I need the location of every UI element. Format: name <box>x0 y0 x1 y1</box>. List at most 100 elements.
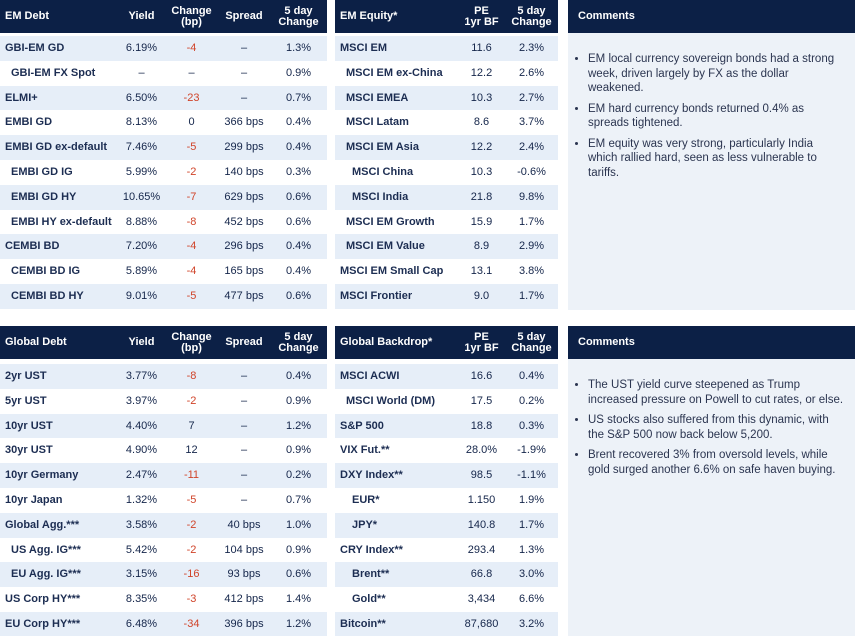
header-text: Change <box>511 341 552 354</box>
cell: -2 <box>186 166 197 178</box>
table-row: US Agg. IG*** 5.42% -2 104 bps 0.9% <box>0 538 327 563</box>
row-label: GBI-EM FX Spot <box>11 66 96 79</box>
header-text: Yield <box>128 336 155 348</box>
cell: 0.6% <box>285 190 312 203</box>
data-table: Global Debt Yield Change (bp) Spread 5 day Cha… <box>0 326 327 636</box>
header-text: EM Debt <box>5 10 49 22</box>
table-row: MSCI China 10.3 -0.6% <box>335 160 558 185</box>
cell: 6.6% <box>518 593 545 606</box>
cell: 0.9% <box>285 543 312 556</box>
row-label: EUR* <box>352 494 380 506</box>
table-row: MSCI World (DM) 17.5 0.2% <box>335 389 558 414</box>
table-row: S&P 500 18.8 0.3% <box>335 413 558 439</box>
cell: 12.2 <box>470 66 493 79</box>
table-row: EMBI GD ex-default 7.46% -5 299 bps 0.4% <box>0 135 327 160</box>
header-cell: PE 1yr BF <box>458 326 505 359</box>
cell: 0.3% <box>518 419 545 432</box>
cell: 12.2 <box>470 141 493 154</box>
header-text: Change <box>278 15 319 28</box>
row-label: VIX Fut.** <box>340 444 390 457</box>
header-text: Change <box>171 330 212 343</box>
cell: 0.2% <box>518 394 545 407</box>
cell: – <box>138 66 145 79</box>
bullet: Brent recovered 3% from oversold levels,… <box>588 448 845 477</box>
cell: 11.6 <box>471 42 492 54</box>
row-label: MSCI EM <box>340 42 388 54</box>
header-text: Yield <box>128 10 155 22</box>
data-table: EM Equity* PE 1yr BF 5 day Change MSCI EM 11.6… <box>335 0 558 312</box>
table-row: MSCI EM Value 8.9 2.9% <box>335 234 558 260</box>
header-text: Spread <box>225 10 263 22</box>
cell: 3,434 <box>467 593 496 606</box>
cell: 140.8 <box>467 518 496 531</box>
row-label: Bitcoin** <box>340 618 386 630</box>
cell: -23 <box>183 91 200 104</box>
cell: 8.13% <box>125 116 158 129</box>
cell: 10.65% <box>122 190 161 203</box>
cell: 0.4% <box>285 240 312 253</box>
comments-header: Comments <box>568 0 855 33</box>
row-label: US Agg. IG*** <box>11 543 81 556</box>
header-text: 5 day <box>284 330 313 343</box>
cell: – <box>240 42 248 54</box>
cell: -2 <box>186 543 197 556</box>
table-row: DXY Index** 98.5 -1.1% <box>335 463 558 488</box>
data-table: EM Debt Yield Change (bp) Spread 5 day Change G… <box>0 0 327 312</box>
table-row: CRY Index** 293.4 1.3% <box>335 538 558 563</box>
cell: 366 bps <box>224 116 264 129</box>
table-header: Global Backdrop* PE 1yr BF 5 day Change <box>335 326 558 359</box>
cell: 1.2% <box>285 419 312 432</box>
row-label: MSCI EMEA <box>346 91 409 104</box>
row-label: 10yr Germany <box>5 469 79 482</box>
row-label: MSCI Latam <box>346 116 409 129</box>
header-text: PE <box>474 4 489 17</box>
cell: 9.0 <box>473 290 490 302</box>
row-label: MSCI Frontier <box>340 290 413 302</box>
row-label: EMBI HY ex-default <box>11 215 112 228</box>
cell: 8.88% <box>125 215 158 228</box>
cell: 1.9% <box>518 494 545 506</box>
cell: 452 bps <box>224 215 264 228</box>
cell: 3.0% <box>518 568 545 581</box>
bullet: US stocks also suffered from this dynami… <box>588 413 845 442</box>
cell: 7.20% <box>125 240 158 253</box>
row-label: S&P 500 <box>340 419 384 432</box>
cell: 477 bps <box>224 290 264 302</box>
cell: 104 bps <box>224 543 264 556</box>
cell: 2.7% <box>518 91 545 104</box>
cell: 2.6% <box>518 66 545 79</box>
cell: 28.0% <box>465 444 498 457</box>
header-cell: Change (bp) <box>165 326 218 359</box>
cell: 2.9% <box>518 240 545 253</box>
cell: 0.9% <box>285 66 312 79</box>
cell: 3.77% <box>125 370 158 382</box>
cell: -4 <box>186 265 197 278</box>
cell: -0.6% <box>517 166 546 178</box>
cell: 10.3 <box>470 166 493 178</box>
table-row: 2yr UST 3.77% -8 – 0.4% <box>0 364 327 389</box>
cell: 12 <box>185 444 198 457</box>
cell: – <box>240 444 248 457</box>
row-label: DXY Index** <box>340 469 403 482</box>
row-label: MSCI ACWI <box>340 370 400 382</box>
row-label: Brent** <box>352 568 390 581</box>
row-label: ELMI+ <box>5 91 38 104</box>
cell: 3.15% <box>125 568 158 581</box>
cell: 299 bps <box>224 141 264 154</box>
cell: 3.2% <box>518 618 545 630</box>
row-label: CEMBI BD IG <box>11 265 81 278</box>
header-cell: Change (bp) <box>165 0 218 33</box>
cell: 412 bps <box>224 593 264 606</box>
table-header: Global Debt Yield Change (bp) Spread 5 day Cha… <box>0 326 327 359</box>
table-row: CEMBI BD 7.20% -4 296 bps 0.4% <box>0 234 327 260</box>
data-table: Global Backdrop* PE 1yr BF 5 day Change MSCI … <box>335 326 558 636</box>
cell: 7.46% <box>125 141 158 154</box>
cell: – <box>240 469 248 482</box>
cell: -8 <box>186 215 197 228</box>
cell: 66.8 <box>470 568 493 581</box>
cell: 0.6% <box>285 568 312 581</box>
cell: 93 bps <box>227 568 261 581</box>
cell: 8.6 <box>473 116 490 129</box>
cell: 1.7% <box>518 290 545 302</box>
